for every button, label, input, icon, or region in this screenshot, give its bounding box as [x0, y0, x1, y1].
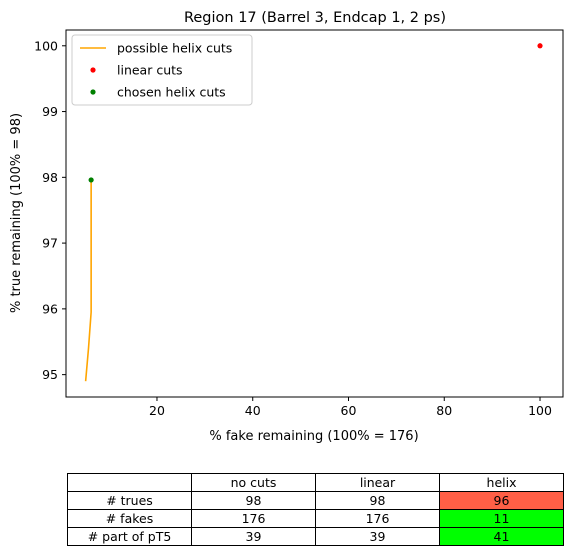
x-tick-label: 20: [149, 403, 165, 418]
table-cell: 176: [315, 509, 440, 528]
legend-label: possible helix cuts: [117, 41, 232, 56]
table-header-cell: helix: [439, 473, 564, 492]
summary-table: no cuts linear helix # trues 98 98 96 # …: [67, 473, 564, 546]
data-point-chosen-helix-cuts: [88, 177, 94, 183]
data-point-linear-cuts: [537, 43, 543, 49]
legend-label: linear cuts: [117, 63, 183, 78]
table-row-label: # trues: [67, 491, 192, 510]
x-tick-label: 40: [245, 403, 261, 418]
x-tick-label: 80: [436, 403, 452, 418]
summary-table-container: no cuts linear helix # trues 98 98 96 # …: [67, 473, 564, 546]
table-cell-highlight: 96: [439, 491, 564, 510]
table-cell: 39: [191, 527, 316, 546]
series-line-possible-helix-cuts: [84, 179, 92, 382]
table-header-row: no cuts linear helix: [67, 473, 564, 492]
table-row: # fakes 176 176 11: [67, 509, 564, 528]
y-tick-label: 95: [42, 367, 58, 382]
table-row: # part of pT5 39 39 41: [67, 527, 564, 546]
legend-box: [71, 34, 253, 106]
legend-swatch-point: [90, 89, 96, 95]
legend: possible helix cuts linear cuts chosen h…: [71, 34, 253, 106]
y-tick-label: 97: [42, 236, 58, 251]
legend-label: chosen helix cuts: [117, 85, 226, 100]
table-cell: 176: [191, 509, 316, 528]
chart-title: Region 17 (Barrel 3, Endcap 1, 2 ps): [184, 10, 446, 26]
table-row-label: # fakes: [67, 509, 192, 528]
y-tick-label: 98: [42, 170, 58, 185]
chart: Region 17 (Barrel 3, Endcap 1, 2 ps) 20 4…: [9, 10, 564, 444]
x-axis-label: % fake remaining (100% = 176): [209, 429, 418, 444]
table-cell-highlight: 41: [439, 527, 564, 546]
table-header-cell: [67, 473, 192, 492]
x-axis: 20 40 60 80 100: [149, 397, 552, 418]
table-cell-highlight: 11: [439, 509, 564, 528]
legend-swatch-point: [90, 67, 96, 73]
y-tick-label: 99: [42, 104, 58, 119]
plot-area: [65, 29, 564, 398]
table-header-cell: linear: [315, 473, 440, 492]
y-axis-label: % true remaining (100% = 98): [9, 113, 24, 313]
table-cell: 98: [315, 491, 440, 510]
table-header-cell: no cuts: [191, 473, 316, 492]
table-row-label: # part of pT5: [67, 527, 192, 546]
y-tick-label: 100: [34, 38, 58, 53]
table-row: # trues 98 98 96: [67, 491, 564, 510]
series-layer: [84, 43, 543, 382]
table-cell: 39: [315, 527, 440, 546]
x-tick-label: 100: [528, 403, 552, 418]
x-tick-label: 60: [341, 403, 357, 418]
y-axis: 95 96 97 98 99 100: [34, 38, 66, 382]
table-cell: 98: [191, 491, 316, 510]
y-tick-label: 96: [42, 301, 58, 316]
